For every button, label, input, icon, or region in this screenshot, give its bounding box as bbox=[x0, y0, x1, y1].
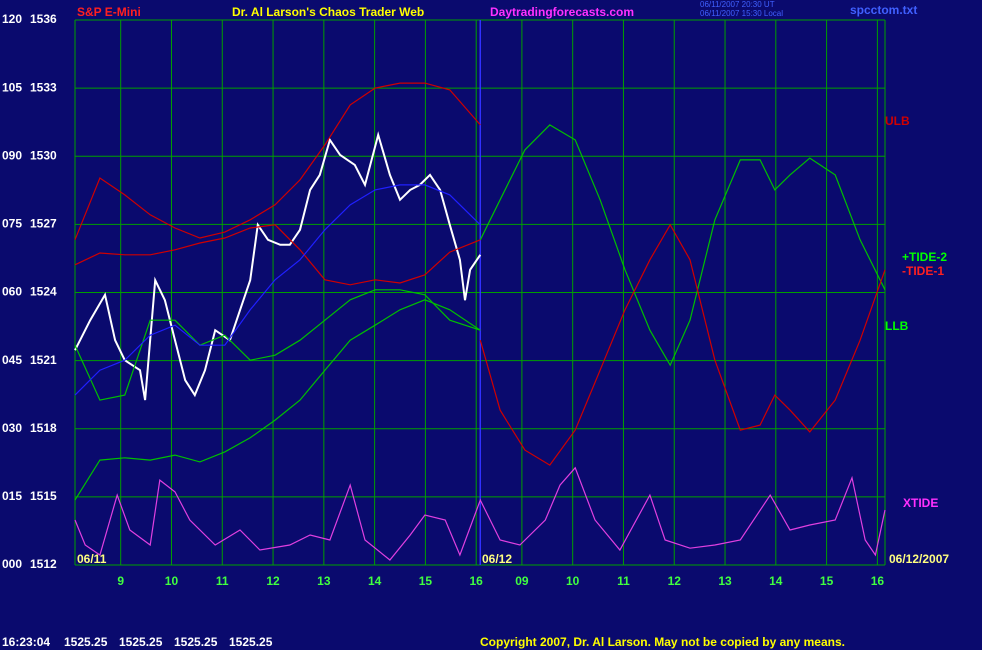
lines bbox=[74, 82, 886, 561]
timestamp: 06/11/2007 15:30 Local bbox=[700, 9, 783, 18]
x-tick-label: 12 bbox=[668, 574, 682, 588]
series-label: LLB bbox=[885, 319, 909, 333]
y-tick-label: 060 bbox=[2, 285, 22, 299]
y-tick-label: 105 bbox=[2, 80, 22, 94]
x-tick-label: 13 bbox=[317, 574, 331, 588]
series-line bbox=[74, 224, 481, 286]
y2-tick-label: 1512 bbox=[30, 557, 57, 571]
y2-tick-label: 1518 bbox=[30, 421, 57, 435]
series-label: +TIDE-2 bbox=[902, 250, 947, 264]
y-tick-label: 090 bbox=[2, 148, 22, 162]
x-tick-label: 15 bbox=[820, 574, 834, 588]
x-tick-label: 12 bbox=[266, 574, 280, 588]
y-tick-label: 030 bbox=[2, 421, 22, 435]
y-tick-label: 045 bbox=[2, 353, 22, 367]
x-tick-label: 13 bbox=[718, 574, 732, 588]
series-line bbox=[74, 466, 886, 561]
status-time: 16:23:04 bbox=[2, 635, 50, 649]
y2-tick-label: 1524 bbox=[30, 285, 57, 299]
series-line bbox=[74, 289, 481, 401]
series-line bbox=[479, 223, 886, 466]
chart-title: Dr. Al Larson's Chaos Trader Web bbox=[232, 5, 424, 19]
series-line bbox=[74, 184, 481, 396]
y-tick-label: 015 bbox=[2, 489, 22, 503]
x-tick-label: 14 bbox=[769, 574, 783, 588]
x-tick-label: 14 bbox=[368, 574, 382, 588]
day-label: 06/12 bbox=[482, 552, 512, 566]
status-price: 1525.25 bbox=[119, 635, 163, 649]
y2-tick-label: 1527 bbox=[30, 217, 57, 231]
x-tick-label: 15 bbox=[419, 574, 433, 588]
day-label: 06/11 bbox=[77, 552, 107, 566]
file-name: spcctom.txt bbox=[850, 3, 917, 17]
series-label: -TIDE-1 bbox=[902, 264, 944, 278]
y2-tick-label: 1521 bbox=[30, 353, 57, 367]
series-line bbox=[74, 131, 482, 401]
series-label: ULB bbox=[885, 114, 910, 128]
series-label: XTIDE bbox=[903, 496, 938, 510]
y-tick-label: 120 bbox=[2, 12, 22, 26]
x-tick-label: 16 bbox=[871, 574, 885, 588]
website: Daytradingforecasts.com bbox=[490, 5, 634, 19]
series-line bbox=[74, 299, 481, 501]
y2-tick-label: 1515 bbox=[30, 489, 57, 503]
y-tick-label: 000 bbox=[2, 557, 22, 571]
copyright: Copyright 2007, Dr. Al Larson. May not b… bbox=[480, 635, 845, 649]
grid bbox=[74, 19, 886, 566]
x-tick-label: 10 bbox=[566, 574, 580, 588]
status-price: 1525.25 bbox=[64, 635, 108, 649]
x-tick-label: 10 bbox=[165, 574, 179, 588]
series-line bbox=[74, 82, 481, 241]
y2-tick-label: 1536 bbox=[30, 12, 57, 26]
x-tick-label: 16 bbox=[470, 574, 484, 588]
day-label: 06/12/2007 bbox=[889, 552, 949, 566]
x-tick-label: 11 bbox=[216, 574, 229, 588]
x-tick-label: 09 bbox=[515, 574, 529, 588]
y2-tick-label: 1533 bbox=[30, 80, 57, 94]
status-price: 1525.25 bbox=[174, 635, 218, 649]
x-tick-label: 9 bbox=[117, 574, 124, 588]
timestamp: 06/11/2007 20:30 UT bbox=[700, 0, 775, 9]
y-tick-label: 075 bbox=[2, 217, 22, 231]
y2-tick-label: 1530 bbox=[30, 148, 57, 162]
status-price: 1525.25 bbox=[229, 635, 273, 649]
instrument: S&P E-Mini bbox=[77, 5, 141, 19]
x-tick-label: 11 bbox=[617, 574, 630, 588]
series-line bbox=[479, 124, 886, 367]
